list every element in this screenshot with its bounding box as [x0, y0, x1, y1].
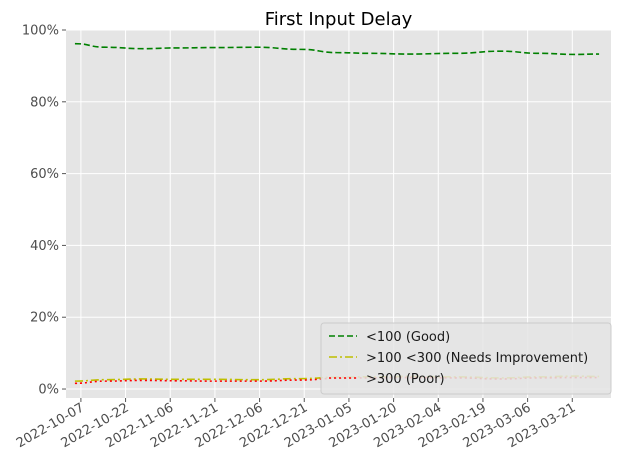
y-tick-label: 100% [22, 24, 59, 39]
chart-title: First Input Delay [265, 9, 413, 30]
y-tick-label: 20% [30, 311, 59, 326]
y-tick-label: 40% [30, 239, 59, 254]
legend-label: >100 <300 (Needs Improvement) [366, 351, 588, 366]
grid [66, 29, 611, 398]
y-tick-label: 80% [30, 95, 59, 110]
y-tick-label: 60% [30, 167, 59, 182]
legend-label: <100 (Good) [366, 330, 450, 345]
legend-label: >300 (Poor) [366, 372, 445, 387]
y-tick-label: 0% [38, 383, 59, 398]
series-line-0 [74, 42, 600, 56]
y-axis: 0% 20% 40% 60% 80% 100% [22, 24, 66, 398]
legend-box [320, 322, 612, 395]
legend: <100 (Good) >100 <300 (Needs Improvement)… [320, 322, 612, 395]
x-axis: 2022-10-072022-10-222022-11-062022-11-21… [14, 398, 578, 451]
